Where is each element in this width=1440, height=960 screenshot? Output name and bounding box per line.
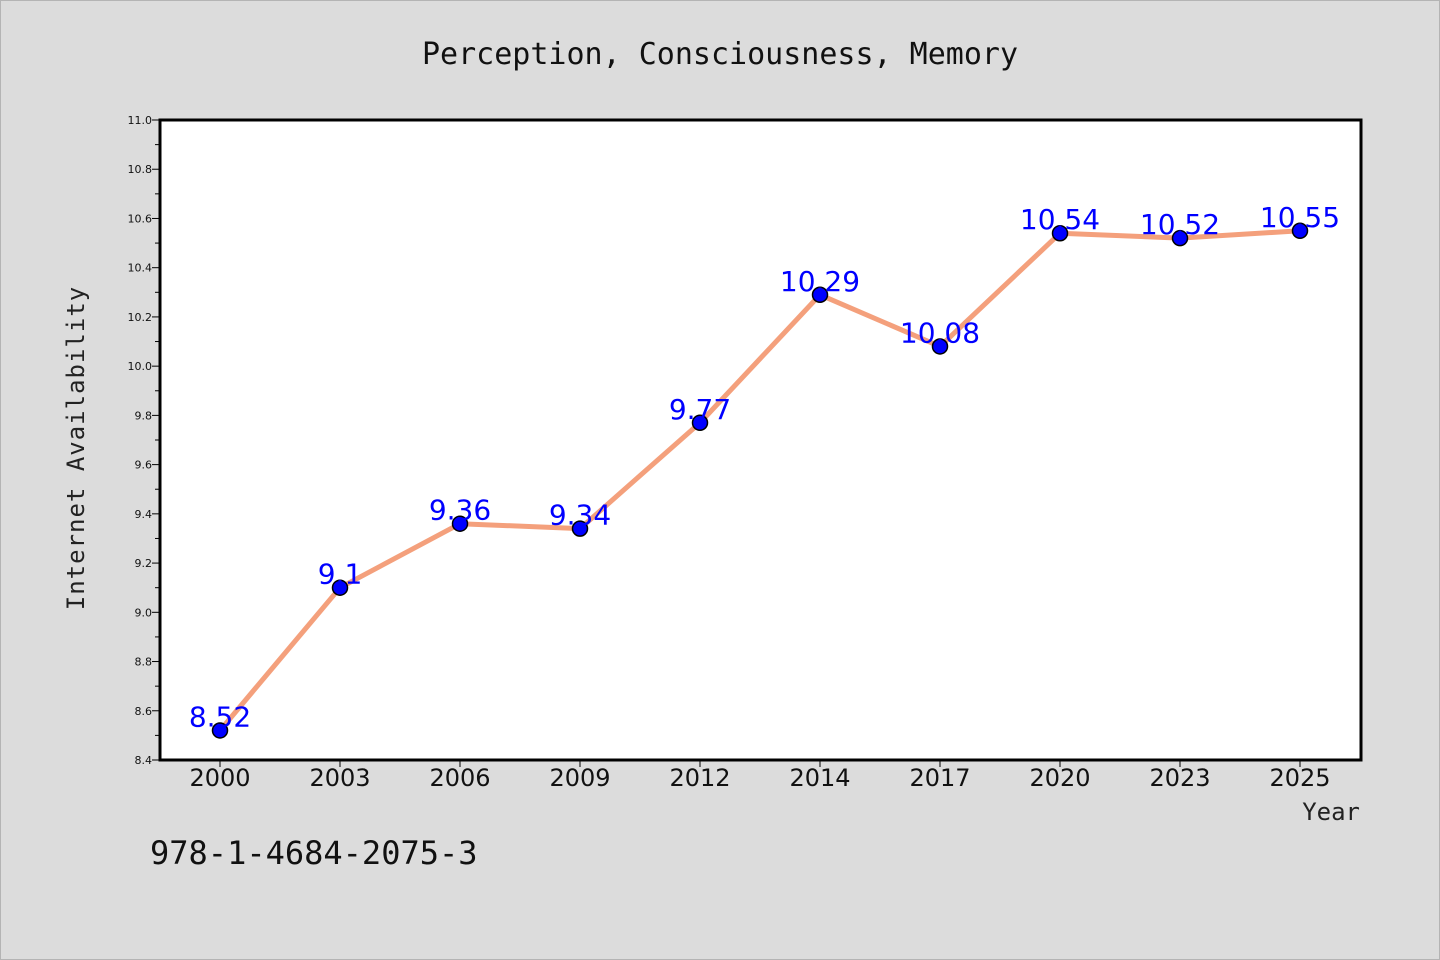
data-label: 8.52 (189, 700, 251, 733)
data-label: 9.36 (429, 494, 491, 527)
y-tick-label: 10.4 (128, 262, 153, 275)
data-label: 9.1 (318, 558, 363, 591)
data-label: 9.77 (669, 393, 731, 426)
data-markers (211, 222, 1309, 739)
x-axis-label: Year (1302, 798, 1360, 826)
chart-title: Perception, Consciousness, Memory (422, 37, 1018, 72)
data-point (1051, 224, 1069, 242)
data-label: 10.52 (1140, 208, 1220, 241)
y-tick-label: 8.4 (135, 754, 153, 767)
x-tick-label: 2003 (309, 764, 370, 792)
data-point (331, 579, 349, 596)
data-point (211, 722, 229, 739)
plot-area (158, 118, 1363, 762)
data-point (451, 515, 469, 532)
y-tick-label: 10.6 (128, 212, 153, 225)
y-tick-label: 11.0 (128, 114, 153, 127)
data-label: 10.54 (1020, 203, 1100, 236)
data-point (1171, 229, 1189, 247)
y-tick-label: 9.8 (135, 409, 153, 422)
x-tick-label: 2020 (1029, 764, 1090, 792)
data-label: 10.55 (1260, 201, 1340, 234)
x-tick-label: 2006 (429, 764, 490, 792)
x-tick-label: 2025 (1269, 764, 1330, 792)
y-axis-label: Internet Availability (62, 286, 90, 610)
y-tick-label: 9.4 (135, 508, 153, 521)
data-point (691, 414, 709, 432)
data-label: 10.08 (900, 316, 980, 349)
y-axis-ticks: 8.4 8.6 8.8 9.0 9.2 9.4 9.6 9.8 10.0 10.2 10.4 10.6… (128, 114, 160, 767)
x-axis-ticks: 2000 2003 2006 2009 2012 2014 2017 2020 2023 2025 (189, 760, 1331, 792)
series-line-group (217, 228, 1303, 733)
x-tick-label: 2014 (789, 764, 850, 792)
data-labels: 8.52 9.1 9.36 9.34 9.77 10.29 10.08 10.54 10.52 1… (189, 201, 1340, 734)
data-label: 9.34 (549, 499, 611, 532)
data-point (931, 338, 949, 355)
x-tick-label: 2017 (909, 764, 970, 792)
data-point (811, 286, 829, 304)
x-tick-label: 2023 (1149, 764, 1210, 792)
data-point (571, 520, 589, 537)
x-tick-label: 2012 (669, 764, 730, 792)
series-line (217, 228, 1303, 733)
y-tick-label: 8.6 (135, 705, 153, 718)
x-tick-label: 2000 (189, 764, 250, 792)
data-label: 10.29 (780, 265, 860, 298)
data-point (1291, 222, 1309, 240)
y-tick-label: 9.6 (135, 459, 153, 472)
y-tick-label: 10.2 (128, 311, 153, 324)
x-tick-label: 2009 (549, 764, 610, 792)
y-tick-label: 10.8 (128, 163, 153, 176)
y-tick-label: 9.2 (135, 557, 153, 570)
isbn-text: 978-1-4684-2075-3 (150, 834, 478, 872)
y-tick-label: 10.0 (128, 360, 153, 373)
y-tick-label: 9.0 (135, 606, 153, 619)
y-tick-label: 8.8 (135, 656, 153, 669)
